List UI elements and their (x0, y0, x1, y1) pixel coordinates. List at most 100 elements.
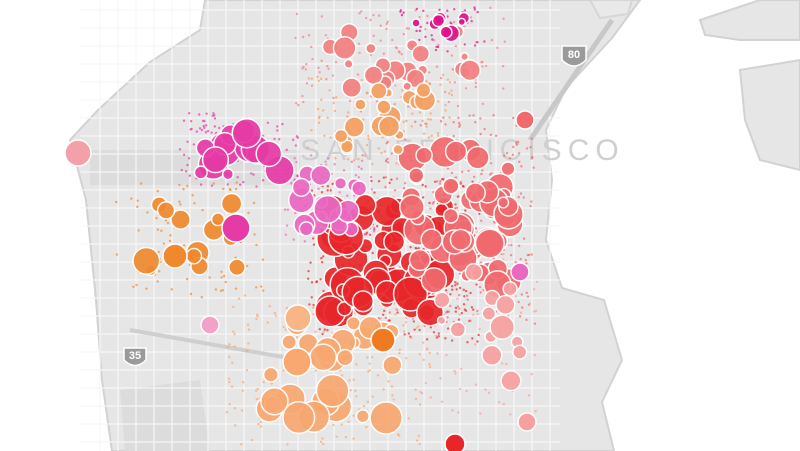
dot (481, 65, 484, 68)
bubble (457, 17, 467, 27)
dot (226, 345, 230, 349)
dot (310, 77, 314, 80)
dot (418, 38, 421, 42)
dot (391, 394, 394, 397)
dot (514, 295, 517, 298)
dot (204, 124, 208, 127)
dot (324, 163, 328, 166)
dot (358, 12, 361, 15)
dot (454, 306, 458, 310)
dot (312, 243, 316, 246)
bubble (383, 230, 406, 253)
dot (456, 297, 459, 300)
dot (418, 442, 421, 446)
dot (442, 116, 445, 119)
dot (410, 125, 413, 128)
dot (525, 291, 528, 294)
dot (335, 96, 338, 99)
dot (418, 29, 422, 33)
dot (386, 20, 389, 24)
dot (320, 15, 324, 18)
dot (400, 52, 403, 56)
dot (439, 377, 442, 380)
dot (306, 146, 309, 149)
bubble (355, 409, 370, 424)
dot (375, 100, 379, 103)
dot (456, 305, 460, 308)
dot (182, 244, 186, 247)
dot (410, 336, 413, 340)
dot (419, 124, 422, 127)
dot (360, 78, 363, 82)
bubble (346, 315, 361, 331)
dot (473, 8, 477, 11)
dot (135, 283, 138, 287)
dot (320, 257, 323, 260)
dot (530, 372, 533, 376)
dot (402, 324, 405, 327)
dot (450, 171, 454, 175)
dot (259, 420, 262, 424)
dot (201, 208, 204, 212)
dot (326, 64, 329, 68)
dot (525, 262, 528, 265)
dot (459, 180, 463, 184)
dot (312, 303, 315, 307)
dot (512, 116, 515, 120)
dot (310, 45, 313, 49)
dot (414, 246, 417, 250)
dot (243, 294, 247, 297)
bubble (291, 177, 311, 197)
dot (290, 181, 293, 185)
dot (309, 261, 312, 264)
dot (370, 188, 374, 191)
dot (373, 191, 376, 194)
dot (364, 154, 367, 157)
dot (520, 165, 523, 168)
dot (307, 269, 310, 273)
dot (476, 10, 479, 14)
dot (241, 389, 244, 392)
dot (429, 396, 432, 399)
dot (320, 59, 323, 63)
dot (220, 270, 223, 274)
dot (448, 81, 452, 84)
dot (472, 114, 475, 117)
dot (489, 162, 493, 165)
bubble (228, 258, 246, 277)
dot (371, 355, 374, 359)
dot (228, 187, 232, 191)
dot (342, 169, 346, 172)
dot (522, 196, 525, 199)
dot (309, 154, 313, 157)
bubble (481, 344, 503, 366)
dot (519, 257, 522, 261)
dot (187, 112, 191, 115)
dot (429, 207, 432, 210)
dot (505, 362, 508, 366)
dot (200, 128, 204, 132)
dot (234, 187, 238, 191)
dot (437, 332, 441, 335)
bubble (382, 355, 403, 376)
dot (213, 125, 217, 128)
dot (439, 83, 442, 86)
dot (139, 182, 143, 185)
bubble (433, 291, 451, 309)
dot (362, 118, 365, 121)
bubble (377, 115, 401, 138)
dot (262, 380, 265, 384)
dot (327, 67, 330, 70)
dot (471, 180, 474, 183)
dot (365, 143, 369, 147)
dot (414, 120, 417, 124)
dot (371, 162, 374, 166)
dot (529, 204, 532, 208)
bubble (408, 167, 425, 184)
dot (137, 229, 140, 232)
dot (331, 74, 335, 77)
dot (366, 356, 369, 359)
dot (266, 321, 269, 324)
dot (371, 251, 374, 255)
